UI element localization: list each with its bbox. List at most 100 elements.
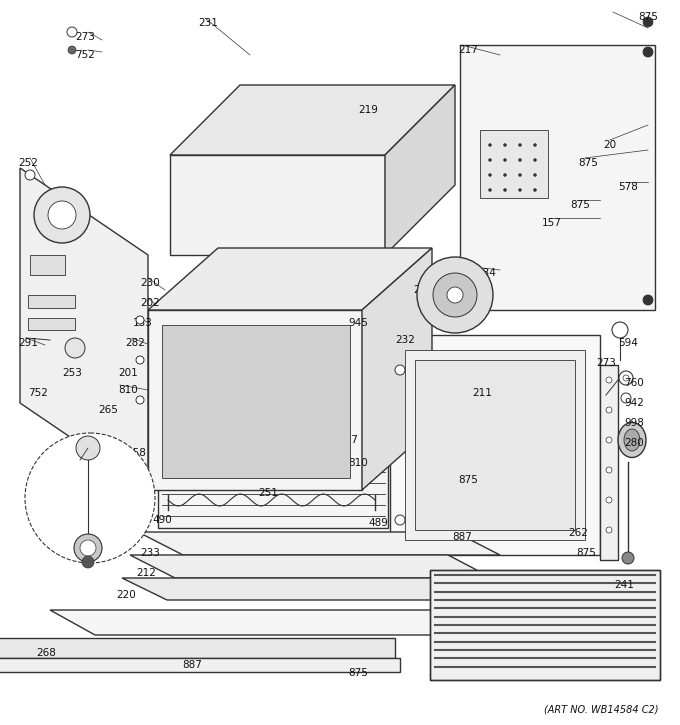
Circle shape (395, 365, 405, 375)
Text: 809: 809 (220, 398, 240, 408)
Circle shape (534, 188, 537, 191)
Text: 875: 875 (458, 475, 478, 485)
Text: 760: 760 (624, 378, 644, 388)
Text: 875: 875 (570, 200, 590, 210)
Text: 1005: 1005 (206, 462, 233, 472)
Text: 534: 534 (476, 268, 496, 278)
Circle shape (534, 173, 537, 176)
Text: 887: 887 (452, 532, 472, 542)
Circle shape (534, 159, 537, 162)
Circle shape (619, 371, 633, 385)
Text: 219: 219 (358, 105, 378, 115)
Text: 273: 273 (596, 358, 616, 368)
Text: 578: 578 (618, 182, 638, 192)
Polygon shape (30, 255, 65, 275)
Circle shape (74, 534, 102, 562)
Text: 201: 201 (118, 368, 138, 378)
Text: 231: 231 (198, 18, 218, 28)
Circle shape (25, 433, 155, 563)
Circle shape (518, 188, 522, 191)
Polygon shape (430, 570, 660, 680)
Circle shape (488, 173, 492, 176)
Text: 490: 490 (152, 515, 172, 525)
Text: 230: 230 (140, 278, 160, 288)
Polygon shape (390, 335, 600, 555)
Circle shape (488, 159, 492, 162)
Polygon shape (28, 318, 75, 330)
Text: 273: 273 (75, 32, 95, 42)
Circle shape (433, 273, 477, 317)
Text: 875: 875 (578, 158, 598, 168)
Text: 252: 252 (18, 158, 38, 168)
Text: 277: 277 (338, 435, 358, 445)
Text: 133: 133 (133, 318, 153, 328)
Text: 1002: 1002 (170, 462, 197, 472)
Polygon shape (480, 130, 548, 198)
Polygon shape (0, 638, 395, 658)
Circle shape (65, 338, 85, 358)
Text: 887: 887 (182, 660, 202, 670)
Text: 157: 157 (542, 218, 562, 228)
Circle shape (606, 497, 612, 503)
Text: 259: 259 (97, 482, 117, 492)
Text: 280: 280 (624, 438, 644, 448)
Text: (ART NO. WB14584 C2): (ART NO. WB14584 C2) (543, 705, 658, 715)
Circle shape (67, 27, 77, 37)
Polygon shape (385, 85, 455, 255)
Polygon shape (148, 310, 362, 490)
Text: 752: 752 (28, 388, 48, 398)
Text: 282: 282 (125, 338, 145, 348)
Circle shape (622, 552, 634, 564)
Text: 998: 998 (624, 418, 644, 428)
Text: 810: 810 (118, 385, 138, 395)
Polygon shape (405, 350, 585, 540)
Text: 594: 594 (618, 338, 638, 348)
Circle shape (136, 356, 144, 364)
Polygon shape (148, 248, 432, 310)
Ellipse shape (624, 429, 640, 451)
Circle shape (34, 187, 90, 243)
Text: 935: 935 (202, 428, 222, 438)
Circle shape (136, 396, 144, 404)
Text: 268: 268 (36, 648, 56, 658)
Text: 489: 489 (368, 518, 388, 528)
Circle shape (503, 188, 507, 191)
Text: 202: 202 (140, 298, 160, 308)
Circle shape (518, 144, 522, 146)
Circle shape (621, 393, 631, 403)
Text: 251: 251 (258, 488, 278, 498)
Text: 265: 265 (98, 405, 118, 415)
Circle shape (488, 188, 492, 191)
Text: 20: 20 (603, 140, 616, 150)
Circle shape (80, 540, 96, 556)
Circle shape (48, 201, 76, 229)
Text: 262: 262 (568, 528, 588, 538)
Text: 258: 258 (126, 448, 146, 458)
Text: 291: 291 (18, 338, 38, 348)
Polygon shape (460, 45, 655, 310)
Circle shape (503, 173, 507, 176)
Ellipse shape (618, 423, 646, 457)
Circle shape (503, 159, 507, 162)
Text: 220: 220 (116, 590, 136, 600)
Circle shape (643, 17, 653, 27)
Circle shape (447, 287, 463, 303)
Polygon shape (162, 325, 350, 478)
Circle shape (518, 173, 522, 176)
Text: 945: 945 (348, 318, 368, 328)
Text: 942: 942 (624, 398, 644, 408)
Polygon shape (170, 85, 455, 155)
Circle shape (503, 144, 507, 146)
Circle shape (606, 467, 612, 473)
Polygon shape (600, 365, 618, 560)
Text: 875: 875 (638, 12, 658, 22)
Polygon shape (158, 464, 388, 528)
Text: 810: 810 (348, 458, 368, 468)
Text: 211: 211 (472, 388, 492, 398)
Polygon shape (138, 532, 500, 555)
Circle shape (82, 556, 94, 568)
Circle shape (612, 322, 628, 338)
Circle shape (68, 46, 76, 54)
Text: 810: 810 (28, 512, 48, 522)
Polygon shape (415, 360, 575, 530)
